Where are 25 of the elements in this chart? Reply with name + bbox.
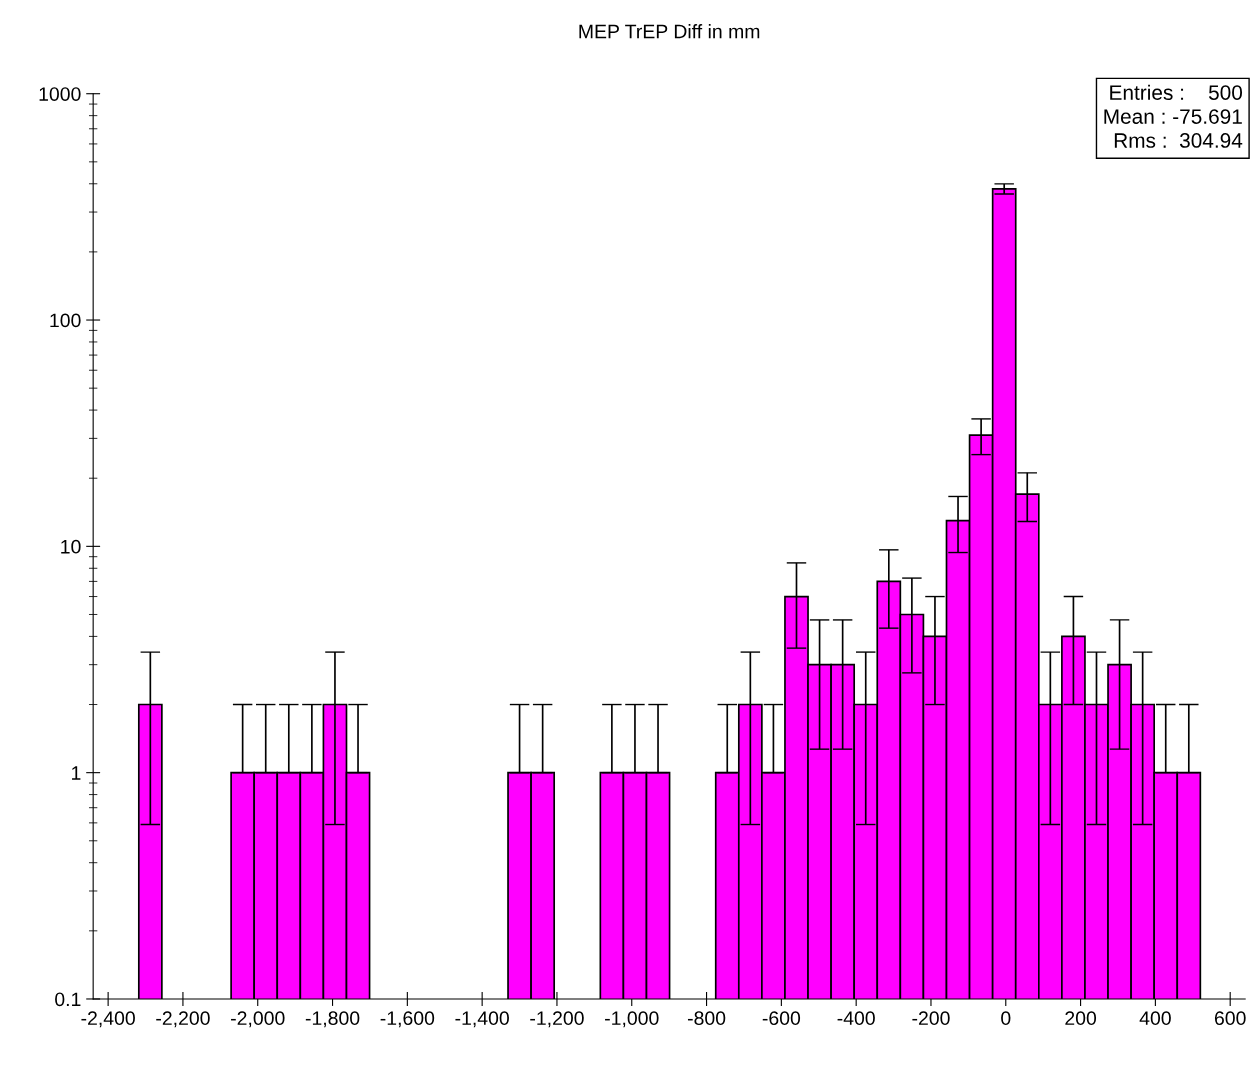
y-tick-label: 10	[61, 539, 81, 554]
x-tick-label: -400	[837, 1011, 875, 1026]
x-tick-label: -2,000	[231, 1011, 285, 1028]
y-tick-label: 0.1	[55, 992, 81, 1007]
x-tick-label: -2,200	[156, 1011, 210, 1028]
x-tick-label: -1,400	[455, 1011, 509, 1028]
annotation: Mean : -75.691	[1104, 109, 1242, 124]
x-tick-label: 600	[1214, 1011, 1246, 1026]
annotation: Entries : 500	[1110, 84, 1243, 100]
chart-title: MEP TrEP Diff in mm	[579, 24, 760, 39]
y-tick-label: 100	[50, 313, 81, 328]
y-tick-label: 1000	[39, 87, 81, 101]
x-tick-label: 400	[1139, 1011, 1171, 1026]
x-tick-label: 0	[1001, 1011, 1011, 1026]
x-tick-label: -1,200	[530, 1011, 584, 1028]
annotation: Rms : 304.94	[1114, 133, 1243, 148]
x-tick-label: -2,400	[81, 1011, 135, 1028]
x-tick-label: -1,000	[605, 1011, 659, 1028]
x-tick-label: -200	[912, 1011, 950, 1026]
x-tick-label: 200	[1065, 1011, 1097, 1026]
y-tick-label: 1	[72, 766, 81, 780]
x-tick-label: -1,600	[380, 1011, 435, 1028]
x-tick-label: -800	[687, 1011, 726, 1026]
x-tick-label: -1,800	[305, 1011, 360, 1028]
x-tick-label: -600	[762, 1011, 801, 1026]
